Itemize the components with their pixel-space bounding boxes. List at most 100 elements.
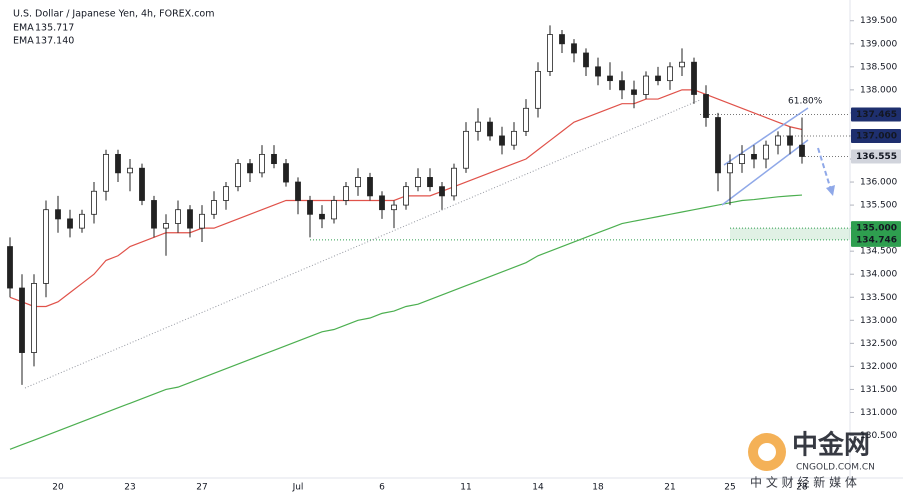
candle-body bbox=[571, 43, 577, 54]
y-tick-label: 135.500 bbox=[860, 201, 897, 211]
candle-body bbox=[391, 204, 397, 211]
candle-body bbox=[19, 287, 25, 353]
price-tag-label: 137.465 bbox=[856, 110, 897, 120]
candle-body bbox=[643, 75, 649, 95]
candle-body bbox=[523, 107, 529, 132]
price-tag-label: 137.000 bbox=[856, 131, 897, 141]
x-tick-label: Jul bbox=[292, 483, 304, 493]
price-tag bbox=[851, 232, 901, 247]
candle-body bbox=[415, 177, 421, 188]
projection-arrow bbox=[817, 147, 832, 191]
candle-body bbox=[619, 80, 625, 91]
watermark-brand: 中金网 bbox=[792, 430, 870, 461]
x-tick-label: 27 bbox=[196, 483, 207, 493]
y-tick-label: 136.000 bbox=[860, 178, 897, 188]
candle-body bbox=[799, 144, 805, 157]
candle-body bbox=[595, 66, 601, 77]
y-tick-label: 131.500 bbox=[860, 385, 897, 395]
arrow-head bbox=[826, 185, 835, 196]
candle-body bbox=[739, 153, 745, 165]
candle-body bbox=[427, 177, 433, 188]
candle-body bbox=[775, 135, 781, 146]
y-tick-label: 133.500 bbox=[860, 293, 897, 303]
x-tick-label: 25 bbox=[724, 483, 735, 493]
x-tick-label: 11 bbox=[460, 483, 471, 493]
candle-body bbox=[127, 167, 133, 174]
candle-body bbox=[787, 135, 793, 146]
price-tag bbox=[851, 107, 901, 122]
candle-body bbox=[679, 61, 685, 68]
candle-body bbox=[259, 153, 265, 174]
candle-body bbox=[367, 177, 373, 197]
channel-lower bbox=[721, 139, 809, 206]
x-tick-label: 18 bbox=[592, 483, 604, 493]
candle-body bbox=[763, 144, 769, 160]
candle-body bbox=[547, 34, 553, 72]
candle-body bbox=[151, 200, 157, 229]
candle-body bbox=[487, 121, 493, 137]
candle-body bbox=[655, 75, 661, 82]
candle-body bbox=[607, 75, 613, 82]
candle-body bbox=[163, 223, 169, 229]
logo bbox=[758, 443, 776, 461]
candle-body bbox=[379, 195, 385, 211]
watermark-tagline: 中 文 财 经 新 媒 体 bbox=[750, 475, 857, 490]
x-tick-label: 28 bbox=[796, 483, 808, 493]
candle-body bbox=[667, 66, 673, 82]
legend-label: EMA bbox=[13, 36, 34, 47]
candle-body bbox=[631, 89, 637, 95]
candle-body bbox=[67, 218, 73, 229]
candle-body bbox=[451, 167, 457, 197]
candle-body bbox=[583, 52, 589, 68]
candle-body bbox=[43, 209, 49, 284]
y-tick-label: 139.000 bbox=[860, 39, 897, 49]
candle-body bbox=[499, 135, 505, 146]
y-tick-label: 134.000 bbox=[860, 270, 897, 280]
trend-line bbox=[24, 99, 701, 389]
price-tag bbox=[851, 149, 901, 164]
candle-body bbox=[715, 117, 721, 174]
y-tick-label: 132.000 bbox=[860, 362, 897, 372]
price-tag-label: 134.746 bbox=[856, 235, 897, 245]
candle-body bbox=[307, 200, 313, 215]
candle-body bbox=[559, 34, 565, 45]
candle-body bbox=[463, 130, 469, 169]
candle-body bbox=[7, 246, 13, 289]
x-tick-label: 14 bbox=[532, 483, 544, 493]
y-tick-label: 133.000 bbox=[860, 316, 897, 326]
y-tick-label: 132.500 bbox=[860, 339, 897, 349]
candle-body bbox=[295, 181, 301, 201]
fib-label: 61.80% bbox=[788, 97, 823, 107]
price-tag bbox=[851, 128, 901, 143]
y-tick-label: 138.500 bbox=[860, 62, 897, 72]
price-tag bbox=[851, 221, 901, 236]
legend-value: 135.717 bbox=[35, 23, 74, 34]
candle-body bbox=[175, 209, 181, 224]
candle-body bbox=[703, 94, 709, 118]
price-tag-label: 136.555 bbox=[856, 152, 897, 162]
candle-body bbox=[403, 186, 409, 206]
y-tick-label: 139.500 bbox=[860, 16, 897, 26]
candle-body bbox=[199, 213, 205, 229]
watermark-site: CNGOLD.COM.CN bbox=[796, 463, 875, 473]
candle-body bbox=[211, 200, 217, 215]
candle-body bbox=[511, 130, 517, 146]
candle-body bbox=[31, 283, 37, 353]
candle-body bbox=[751, 153, 757, 160]
candle-body bbox=[727, 163, 733, 174]
candle-body bbox=[55, 209, 61, 220]
candle-body bbox=[355, 177, 361, 188]
candle-body bbox=[115, 153, 121, 174]
candle-body bbox=[691, 61, 697, 95]
candle-body bbox=[223, 186, 229, 201]
candle-body bbox=[439, 186, 445, 197]
candle-body bbox=[103, 153, 109, 192]
candle-body bbox=[139, 167, 145, 201]
candle-body bbox=[235, 163, 241, 188]
support-zone bbox=[730, 228, 850, 240]
legend-label: EMA bbox=[13, 23, 34, 34]
candle-body bbox=[319, 213, 325, 220]
y-tick-label: 138.000 bbox=[860, 85, 897, 95]
x-tick-label: 6 bbox=[379, 483, 385, 493]
